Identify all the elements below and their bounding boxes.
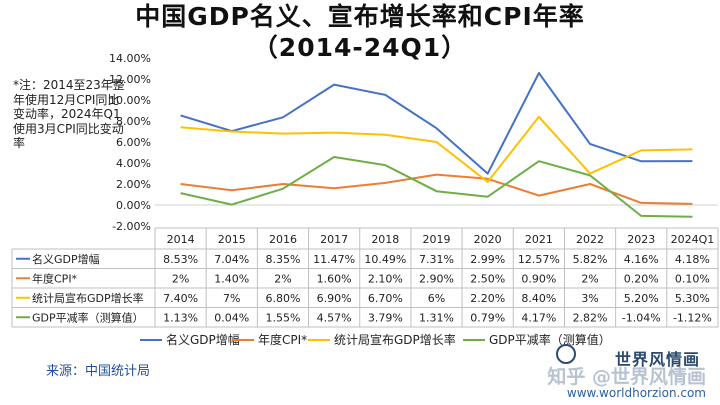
footnote: *注：2014至23年整年使用12月CPI同比变动率，2024年Q1使用3月CP… bbox=[13, 78, 125, 151]
series-line bbox=[180, 72, 693, 175]
data-label: 1.60% bbox=[317, 272, 352, 285]
legend-label: 年度CPI* bbox=[258, 332, 307, 347]
data-label: 6.80% bbox=[265, 292, 300, 305]
x-category-label: 2022 bbox=[576, 233, 604, 246]
y-tick-label: 6.00% bbox=[116, 136, 151, 149]
data-label: -1.12% bbox=[673, 311, 712, 324]
y-tick-label: 12.00% bbox=[109, 73, 151, 86]
data-label: 7.31% bbox=[419, 253, 454, 266]
x-category-label: 2024Q1 bbox=[671, 233, 715, 246]
legend-label: 名义GDP增幅 bbox=[166, 332, 240, 347]
data-label: 1.55% bbox=[265, 311, 300, 324]
table-series-name: 名义GDP增幅 bbox=[32, 252, 100, 266]
chart-title: 中国GDP名义、宣布增长率和CPI年率 bbox=[135, 2, 585, 31]
x-category-label: 2018 bbox=[371, 233, 399, 246]
x-category-label: 2016 bbox=[269, 233, 297, 246]
x-category-label: 2014 bbox=[167, 233, 195, 246]
data-label: 5.82% bbox=[573, 253, 608, 266]
data-label: 2% bbox=[274, 272, 291, 285]
data-label: 7% bbox=[223, 292, 240, 305]
data-label: 0.10% bbox=[675, 272, 710, 285]
y-tick-label: 14.00% bbox=[109, 52, 151, 65]
table-series-name: 年度CPI* bbox=[32, 271, 78, 285]
data-label: 4.18% bbox=[675, 253, 710, 266]
data-label: 1.13% bbox=[163, 311, 198, 324]
data-label: 4.17% bbox=[521, 311, 556, 324]
y-tick-label: 2.00% bbox=[116, 178, 151, 191]
x-category-label: 2023 bbox=[627, 233, 655, 246]
data-label: 3.79% bbox=[368, 311, 403, 324]
chart-subtitle: （2014-24Q1） bbox=[252, 33, 468, 62]
watermark-brand: 世界风情画 bbox=[614, 350, 700, 369]
data-label: 2.90% bbox=[419, 272, 454, 285]
data-label: 6.70% bbox=[368, 292, 403, 305]
table-series-name: 统计局宣布GDP增长率 bbox=[32, 291, 144, 305]
x-category-label: 2019 bbox=[423, 233, 451, 246]
data-label: 2.50% bbox=[470, 272, 505, 285]
data-label: 6.90% bbox=[317, 292, 352, 305]
table-series-name: GDP平减率（测算值） bbox=[32, 310, 144, 324]
y-tick-label: 0.00% bbox=[116, 199, 151, 212]
x-category-label: 2021 bbox=[525, 233, 553, 246]
data-label: 7.04% bbox=[214, 253, 249, 266]
data-label: 7.40% bbox=[163, 292, 198, 305]
data-label: 8.35% bbox=[265, 253, 300, 266]
data-label: 0.20% bbox=[624, 272, 659, 285]
data-label: 6% bbox=[428, 292, 445, 305]
series-line bbox=[180, 156, 693, 218]
data-label: 2.10% bbox=[368, 272, 403, 285]
data-label: 8.53% bbox=[163, 253, 198, 266]
watermark-url: www.worldhorzion.com bbox=[566, 386, 706, 400]
data-label: 2% bbox=[172, 272, 189, 285]
data-label: 2.99% bbox=[470, 253, 505, 266]
data-label: 12.57% bbox=[518, 253, 560, 266]
data-label: 1.40% bbox=[214, 272, 249, 285]
watermark: 世界风情画 知乎 @世界风情画 www.worldhorzion.com bbox=[458, 342, 708, 402]
x-category-label: 2020 bbox=[474, 233, 502, 246]
data-label: 2.20% bbox=[470, 292, 505, 305]
data-label: 2% bbox=[581, 272, 598, 285]
data-label: 0.79% bbox=[470, 311, 505, 324]
data-label: 3% bbox=[581, 292, 598, 305]
data-label: 1.31% bbox=[419, 311, 454, 324]
data-label: 4.16% bbox=[624, 253, 659, 266]
data-label: 0.90% bbox=[521, 272, 556, 285]
globe-logo-icon bbox=[556, 344, 576, 364]
data-label: 4.57% bbox=[317, 311, 352, 324]
series-line bbox=[180, 115, 693, 183]
source-note: 来源：中国统计局 bbox=[46, 364, 151, 379]
watermark-text: 知乎 @世界风情画 bbox=[547, 366, 706, 388]
series-line bbox=[180, 173, 693, 205]
data-label: 8.40% bbox=[521, 292, 556, 305]
data-label: 5.20% bbox=[624, 292, 659, 305]
y-tick-label: 4.00% bbox=[116, 157, 151, 170]
x-category-label: 2015 bbox=[218, 233, 246, 246]
legend-label: GDP平减率（测算值） bbox=[489, 332, 611, 347]
data-label: 5.30% bbox=[675, 292, 710, 305]
y-tick-label: 8.00% bbox=[116, 115, 151, 128]
legend-label: 统计局宣布GDP增长率 bbox=[334, 332, 456, 347]
y-tick-label: -2.00% bbox=[112, 220, 151, 233]
y-tick-label: 10.00% bbox=[109, 94, 151, 107]
data-label: 2.82% bbox=[573, 311, 608, 324]
x-category-label: 2017 bbox=[320, 233, 348, 246]
data-label: 11.47% bbox=[313, 253, 355, 266]
data-label: 10.49% bbox=[364, 253, 406, 266]
data-label: 0.04% bbox=[214, 311, 249, 324]
data-label: -1.04% bbox=[622, 311, 661, 324]
